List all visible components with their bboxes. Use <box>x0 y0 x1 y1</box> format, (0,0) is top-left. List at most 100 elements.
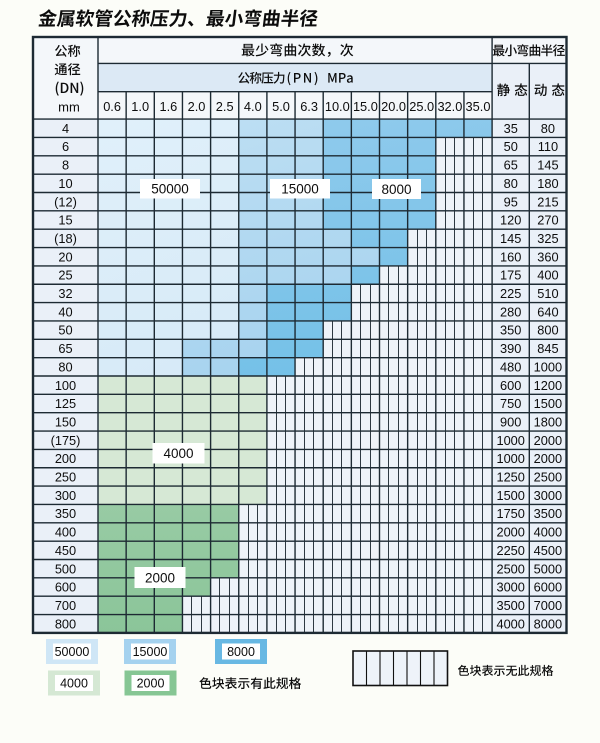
svg-text:5.0: 5.0 <box>272 99 290 114</box>
svg-text:2.0: 2.0 <box>188 99 206 114</box>
svg-text:400: 400 <box>537 268 558 283</box>
svg-text:1500: 1500 <box>496 488 524 503</box>
svg-text:225: 225 <box>500 286 521 301</box>
svg-text:350: 350 <box>500 323 521 338</box>
svg-text:32: 32 <box>58 286 72 301</box>
svg-text:7000: 7000 <box>534 598 562 613</box>
svg-text:50000: 50000 <box>55 645 90 659</box>
svg-text:120: 120 <box>500 213 521 228</box>
svg-text:100: 100 <box>55 378 76 393</box>
svg-text:215: 215 <box>537 194 558 209</box>
svg-text:0.6: 0.6 <box>103 99 121 114</box>
svg-text:65: 65 <box>58 341 72 356</box>
svg-text:8: 8 <box>62 158 69 173</box>
svg-text:3500: 3500 <box>534 506 562 521</box>
svg-text:20.0: 20.0 <box>381 99 406 114</box>
svg-text:10: 10 <box>58 176 72 191</box>
svg-text:600: 600 <box>500 378 521 393</box>
svg-text:300: 300 <box>55 488 76 503</box>
svg-text:50: 50 <box>504 139 518 154</box>
svg-text:6000: 6000 <box>534 580 562 595</box>
svg-text:6: 6 <box>62 139 69 154</box>
svg-text:1250: 1250 <box>496 470 524 485</box>
svg-text:800: 800 <box>537 323 558 338</box>
svg-text:4000: 4000 <box>60 676 88 690</box>
svg-text:2000: 2000 <box>534 433 562 448</box>
svg-text:270: 270 <box>537 213 558 228</box>
svg-text:2.5: 2.5 <box>216 99 234 114</box>
svg-text:32.0: 32.0 <box>437 99 462 114</box>
svg-text:1750: 1750 <box>496 506 524 521</box>
svg-text:3500: 3500 <box>496 598 524 613</box>
svg-text:80: 80 <box>58 359 72 374</box>
svg-text:145: 145 <box>537 158 558 173</box>
svg-text:25: 25 <box>58 268 72 283</box>
svg-text:1.0: 1.0 <box>131 99 149 114</box>
svg-text:360: 360 <box>537 249 558 264</box>
svg-text:1.6: 1.6 <box>160 99 178 114</box>
svg-text:50000: 50000 <box>151 182 189 197</box>
svg-text:390: 390 <box>500 341 521 356</box>
svg-text:125: 125 <box>55 396 76 411</box>
svg-text:2500: 2500 <box>496 561 524 576</box>
svg-text:500: 500 <box>55 561 76 576</box>
svg-text:8000: 8000 <box>381 182 411 197</box>
svg-text:450: 450 <box>55 543 76 558</box>
svg-text:25.0: 25.0 <box>409 99 434 114</box>
svg-text:2250: 2250 <box>496 543 524 558</box>
svg-text:95: 95 <box>504 194 518 209</box>
svg-text:2000: 2000 <box>496 525 524 540</box>
svg-text:65: 65 <box>504 158 518 173</box>
svg-text:3000: 3000 <box>496 580 524 595</box>
svg-text:mm: mm <box>58 99 80 114</box>
svg-text:1800: 1800 <box>534 415 562 430</box>
svg-text:845: 845 <box>537 341 558 356</box>
svg-text:4000: 4000 <box>163 446 193 461</box>
svg-text:2000: 2000 <box>534 451 562 466</box>
svg-text:1000: 1000 <box>496 433 524 448</box>
svg-text:200: 200 <box>55 451 76 466</box>
svg-text:5000: 5000 <box>534 561 562 576</box>
svg-text:6.3: 6.3 <box>300 99 318 114</box>
svg-text:2500: 2500 <box>534 470 562 485</box>
svg-text:180: 180 <box>537 176 558 191</box>
svg-text:640: 640 <box>537 304 558 319</box>
svg-text:8000: 8000 <box>227 645 255 659</box>
svg-text:4000: 4000 <box>534 525 562 540</box>
svg-text:4.0: 4.0 <box>244 99 262 114</box>
svg-text:20: 20 <box>58 249 72 264</box>
svg-text:(18): (18) <box>54 231 77 246</box>
svg-text:150: 150 <box>55 415 76 430</box>
svg-text:1500: 1500 <box>534 396 562 411</box>
svg-text:1200: 1200 <box>534 378 562 393</box>
svg-text:(175): (175) <box>51 433 81 448</box>
svg-text:(12): (12) <box>54 194 77 209</box>
svg-text:480: 480 <box>500 359 521 374</box>
svg-text:350: 350 <box>55 506 76 521</box>
svg-text:700: 700 <box>55 598 76 613</box>
svg-text:80: 80 <box>504 176 518 191</box>
svg-text:900: 900 <box>500 415 521 430</box>
svg-text:175: 175 <box>500 268 521 283</box>
svg-text:15000: 15000 <box>133 645 168 659</box>
svg-text:35.0: 35.0 <box>466 99 491 114</box>
svg-text:1000: 1000 <box>534 359 562 374</box>
svg-text:35: 35 <box>504 121 518 136</box>
svg-text:15: 15 <box>58 213 72 228</box>
svg-text:50: 50 <box>58 323 72 338</box>
svg-text:145: 145 <box>500 231 521 246</box>
svg-text:15000: 15000 <box>281 182 319 197</box>
svg-text:40: 40 <box>58 304 72 319</box>
svg-text:250: 250 <box>55 470 76 485</box>
svg-text:80: 80 <box>541 121 555 136</box>
svg-text:2000: 2000 <box>145 570 175 585</box>
svg-text:160: 160 <box>500 249 521 264</box>
svg-text:325: 325 <box>537 231 558 246</box>
svg-text:280: 280 <box>500 304 521 319</box>
svg-text:110: 110 <box>538 139 558 154</box>
svg-text:4000: 4000 <box>496 616 524 631</box>
svg-text:15.0: 15.0 <box>353 99 378 114</box>
svg-text:10.0: 10.0 <box>325 99 350 114</box>
svg-text:1000: 1000 <box>496 451 524 466</box>
svg-text:2000: 2000 <box>137 676 165 690</box>
